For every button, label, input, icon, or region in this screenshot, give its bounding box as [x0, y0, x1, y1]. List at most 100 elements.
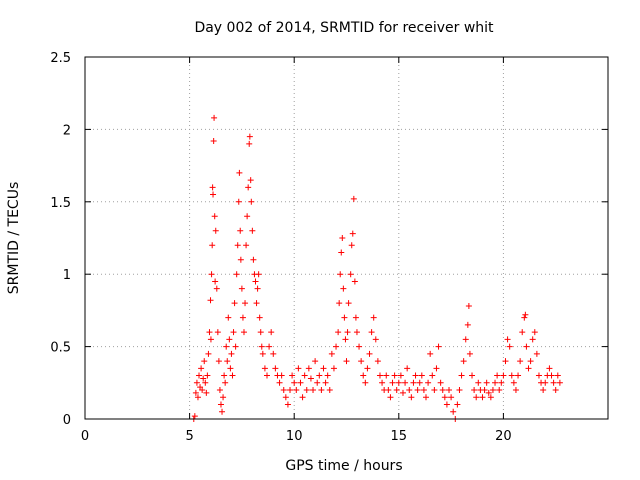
data-point — [540, 387, 547, 394]
data-point — [203, 389, 210, 396]
data-point — [404, 365, 411, 372]
data-point — [221, 372, 228, 379]
tick-labels: 0 5 10 15 20 0 0.5 1 1.5 2 2.5 — [50, 51, 511, 444]
data-point — [303, 387, 310, 394]
data-point — [287, 387, 294, 394]
data-point — [399, 389, 406, 396]
data-point — [243, 242, 250, 249]
data-point — [422, 394, 429, 401]
data-point — [297, 379, 304, 386]
data-point — [255, 271, 262, 278]
data-point — [211, 213, 218, 220]
data-point — [259, 350, 266, 357]
data-point — [344, 329, 351, 336]
data-point — [512, 387, 519, 394]
data-point — [272, 365, 279, 372]
data-point — [245, 184, 252, 191]
data-point — [458, 372, 465, 379]
data-point — [213, 285, 220, 292]
data-point — [479, 394, 486, 401]
data-point — [443, 401, 450, 408]
data-point — [521, 314, 528, 321]
data-point — [529, 336, 536, 343]
data-point — [204, 372, 211, 379]
y-tick-label: 0 — [63, 413, 71, 428]
data-point — [466, 350, 473, 357]
data-point — [341, 314, 348, 321]
data-point — [489, 387, 496, 394]
y-tick-label: 0.5 — [50, 341, 71, 356]
data-point — [249, 227, 256, 234]
data-point — [485, 389, 492, 396]
data-point — [307, 375, 314, 382]
data-point — [237, 256, 244, 263]
data-point — [240, 329, 247, 336]
data-point — [462, 336, 469, 343]
data-point — [208, 271, 215, 278]
data-point — [326, 387, 333, 394]
data-point — [439, 387, 446, 394]
data-point — [502, 358, 509, 365]
data-point — [420, 387, 427, 394]
data-point — [533, 350, 540, 357]
data-point — [256, 314, 263, 321]
data-point — [496, 387, 503, 394]
data-points — [190, 114, 563, 422]
data-point — [483, 379, 490, 386]
data-point — [464, 321, 471, 328]
x-axis-label: GPS time / hours — [285, 458, 402, 474]
data-point — [427, 350, 434, 357]
data-point — [379, 379, 386, 386]
data-point — [234, 242, 241, 249]
data-point — [338, 249, 345, 256]
data-point — [339, 235, 346, 241]
data-point — [229, 372, 236, 379]
data-point — [517, 358, 524, 365]
data-point — [348, 242, 355, 249]
data-point — [278, 372, 285, 379]
data-point — [335, 329, 342, 336]
x-tick-label: 0 — [81, 429, 89, 444]
data-point — [368, 329, 375, 336]
data-point — [246, 133, 253, 140]
data-point — [550, 379, 557, 386]
data-point — [454, 401, 461, 408]
data-point — [250, 256, 257, 263]
data-point — [340, 285, 347, 292]
data-point — [191, 413, 198, 420]
data-point — [393, 387, 400, 394]
data-point — [305, 365, 312, 372]
data-point — [192, 389, 199, 396]
data-point — [196, 372, 203, 379]
data-point — [535, 372, 542, 379]
data-point — [374, 358, 381, 365]
data-point — [293, 387, 300, 394]
grid — [85, 57, 608, 419]
data-point — [471, 387, 478, 394]
data-point — [527, 358, 534, 365]
data-point — [222, 379, 229, 386]
data-point — [506, 343, 513, 350]
data-point — [318, 387, 325, 394]
data-point — [456, 387, 463, 394]
data-point — [362, 379, 369, 386]
data-point — [322, 379, 329, 386]
data-point — [200, 375, 207, 382]
plot-frame — [84, 56, 609, 420]
data-point — [205, 350, 212, 357]
data-point — [316, 372, 323, 379]
y-axis-label: SRMTID / TECUs — [6, 182, 22, 295]
data-point — [481, 387, 488, 394]
data-point — [510, 379, 517, 386]
data-point — [450, 408, 457, 415]
data-point — [519, 329, 526, 336]
data-point — [223, 343, 230, 350]
data-point — [498, 379, 505, 386]
ticks — [84, 56, 608, 420]
data-point — [473, 394, 480, 401]
data-point — [460, 358, 467, 365]
data-point — [418, 372, 425, 379]
data-point — [233, 271, 240, 278]
data-point — [372, 336, 379, 343]
